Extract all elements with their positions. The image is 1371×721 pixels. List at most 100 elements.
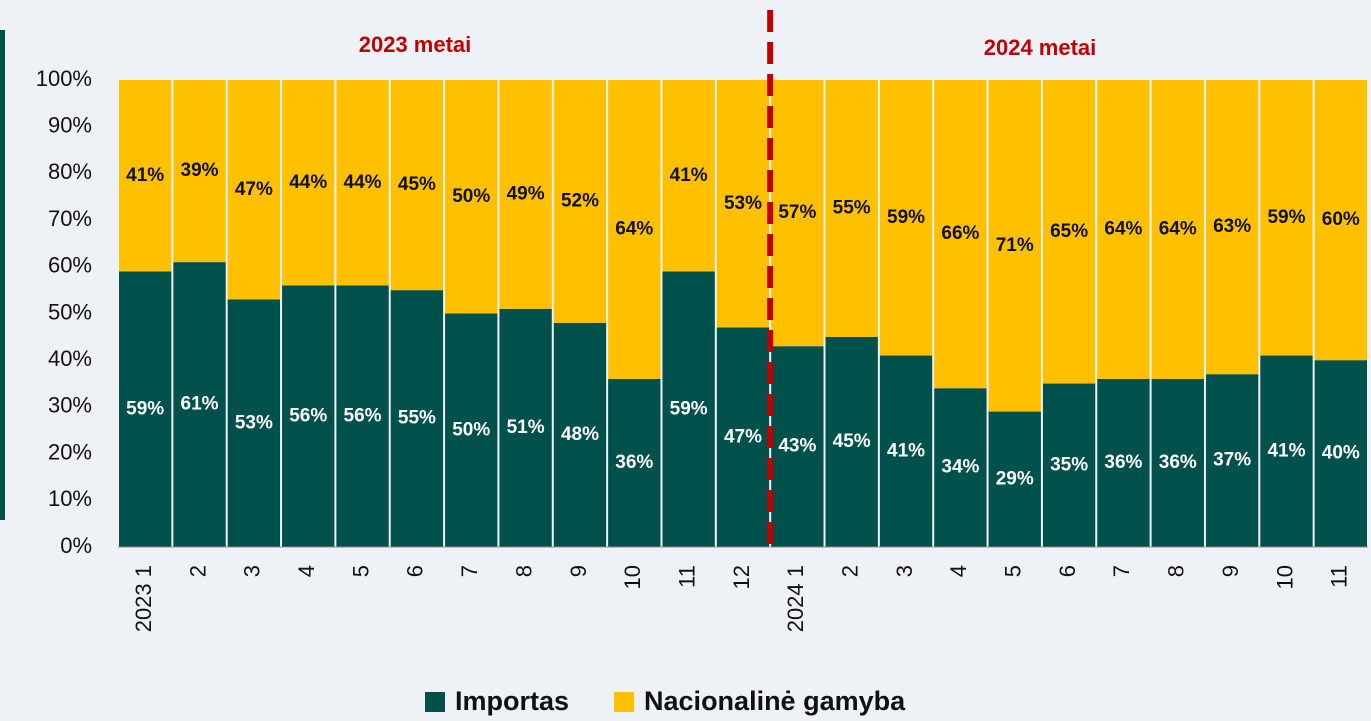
bar-segment bbox=[499, 80, 552, 309]
data-label: 59% bbox=[126, 398, 164, 419]
x-tick-label: 3 bbox=[240, 565, 265, 577]
bar-segment bbox=[825, 336, 878, 547]
annotation: 2024 metai bbox=[984, 35, 1097, 60]
bar-segment bbox=[879, 355, 933, 547]
y-tick-label: 70% bbox=[48, 206, 92, 231]
y-tick-label: 40% bbox=[48, 346, 92, 371]
x-tick-label: 2 bbox=[838, 565, 863, 577]
data-label: 36% bbox=[1104, 452, 1142, 473]
y-tick-label: 60% bbox=[48, 253, 92, 278]
legend-label: Nacionalinė gamyba bbox=[644, 686, 906, 716]
data-label: 59% bbox=[670, 398, 708, 419]
bar-segment bbox=[1097, 378, 1150, 547]
bar-segment bbox=[227, 80, 281, 300]
x-tick-label: 2 bbox=[185, 565, 210, 577]
data-label: 65% bbox=[1050, 221, 1088, 242]
data-label: 43% bbox=[778, 436, 816, 457]
x-tick-label: 6 bbox=[403, 565, 428, 577]
y-tick-label: 10% bbox=[48, 486, 92, 511]
bar-segment bbox=[716, 80, 770, 328]
y-tick-label: 100% bbox=[36, 66, 92, 91]
data-label: 57% bbox=[778, 202, 816, 223]
y-tick-label: 20% bbox=[48, 439, 92, 464]
data-label: 64% bbox=[1159, 218, 1197, 239]
bar-segment bbox=[608, 378, 661, 547]
bar-segment bbox=[282, 285, 335, 547]
x-tick-label: 8 bbox=[511, 565, 536, 577]
data-label: 41% bbox=[670, 165, 708, 186]
bar-segment bbox=[499, 308, 552, 547]
data-label: 49% bbox=[507, 183, 545, 204]
bar-segment bbox=[1042, 383, 1096, 547]
bar-segment bbox=[445, 313, 498, 547]
x-tick-label: 3 bbox=[892, 565, 917, 577]
data-label: 40% bbox=[1322, 443, 1360, 464]
bar-segment bbox=[1151, 80, 1204, 379]
bar-segment bbox=[1314, 80, 1367, 361]
bar-segment bbox=[173, 80, 226, 263]
legend-swatch bbox=[425, 692, 445, 712]
data-label: 41% bbox=[1267, 440, 1305, 461]
bar-segment bbox=[771, 346, 824, 547]
bar-segment bbox=[608, 80, 661, 379]
bar-segment bbox=[119, 80, 172, 272]
bar-segment bbox=[119, 271, 172, 547]
data-label: 48% bbox=[561, 424, 599, 445]
bar-segment bbox=[879, 80, 933, 356]
bar-segment bbox=[173, 262, 226, 547]
x-tick-label: 10 bbox=[1272, 565, 1297, 589]
data-label: 44% bbox=[289, 172, 327, 193]
data-label: 50% bbox=[452, 419, 490, 440]
data-label: 39% bbox=[181, 160, 219, 181]
data-label: 56% bbox=[289, 405, 327, 426]
data-label: 53% bbox=[235, 412, 273, 433]
bar-segment bbox=[662, 271, 715, 547]
data-label: 59% bbox=[1267, 207, 1305, 228]
legend-swatch bbox=[614, 692, 635, 712]
x-tick-label: 4 bbox=[294, 565, 319, 577]
bar-segment bbox=[934, 388, 987, 547]
x-tick-label: 11 bbox=[674, 565, 699, 588]
data-label: 36% bbox=[1159, 452, 1197, 473]
bar-segment bbox=[662, 80, 715, 272]
data-label: 66% bbox=[941, 223, 979, 244]
data-label: 44% bbox=[344, 172, 382, 193]
x-tick-label: 2024 1 bbox=[783, 565, 808, 632]
data-label: 41% bbox=[887, 440, 925, 461]
x-tick-label: 11 bbox=[1327, 565, 1352, 588]
data-label: 59% bbox=[887, 207, 925, 228]
bar-segment bbox=[390, 80, 444, 291]
y-tick-label: 80% bbox=[48, 159, 92, 184]
x-tick-label: 8 bbox=[1164, 565, 1189, 577]
bar-segment bbox=[1205, 80, 1259, 375]
bar-segment bbox=[390, 290, 444, 547]
x-tick-label: 6 bbox=[1055, 565, 1080, 577]
bar-segment bbox=[1097, 80, 1150, 379]
bar-segment bbox=[1205, 374, 1259, 547]
data-label: 52% bbox=[561, 190, 599, 211]
legend-label: Importas bbox=[455, 686, 569, 716]
bar-segment bbox=[1314, 360, 1367, 547]
data-label: 61% bbox=[181, 394, 219, 415]
x-tick-label: 9 bbox=[566, 565, 591, 577]
x-tick-label: 12 bbox=[729, 565, 754, 589]
data-label: 47% bbox=[724, 426, 762, 447]
bar-segment bbox=[771, 80, 824, 347]
bar-segment bbox=[227, 299, 281, 547]
x-tick-label: 9 bbox=[1218, 565, 1243, 577]
bar-segment bbox=[934, 80, 987, 389]
bar-segment bbox=[553, 322, 607, 547]
data-label: 55% bbox=[833, 197, 871, 218]
data-label: 63% bbox=[1213, 216, 1251, 237]
bar-segment bbox=[553, 80, 607, 323]
x-tick-label: 10 bbox=[620, 565, 645, 589]
y-tick-label: 30% bbox=[48, 393, 92, 418]
y-tick-label: 90% bbox=[48, 113, 92, 138]
bar-segment bbox=[1260, 80, 1313, 356]
data-label: 64% bbox=[1104, 218, 1142, 239]
data-label: 47% bbox=[235, 179, 273, 200]
data-label: 53% bbox=[724, 193, 762, 214]
bar-segment bbox=[1042, 80, 1096, 384]
data-label: 71% bbox=[996, 235, 1034, 256]
